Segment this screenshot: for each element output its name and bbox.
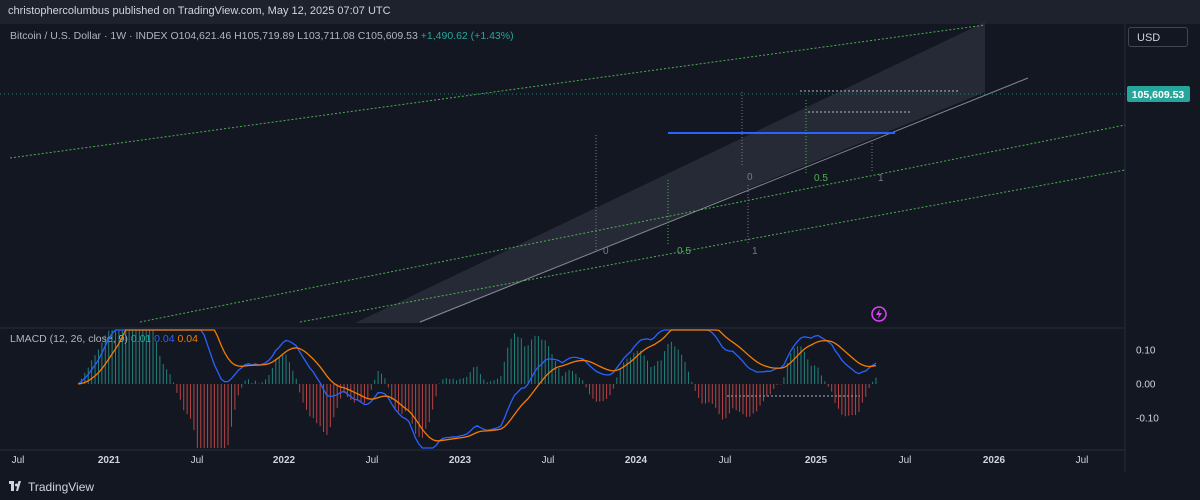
time-tick-label: Jul — [12, 455, 25, 466]
indicator-tick-label: 0.00 — [1136, 380, 1156, 391]
upper-trend-line[interactable] — [9, 24, 986, 159]
footer-bar: TradingView — [0, 472, 1200, 500]
alert-icon[interactable] — [871, 306, 887, 322]
price-change: +1,490.62 (+1.43%) — [420, 30, 514, 42]
indicator-title[interactable]: LMACD (12, 26, close, 9) — [10, 333, 128, 345]
ohlc-high: H105,719.89 — [234, 30, 295, 42]
time-tick-label: Jul — [366, 455, 379, 466]
macd-histogram[interactable] — [78, 330, 877, 448]
fib-label: 1 — [752, 246, 758, 257]
time-tick-label: 2021 — [98, 455, 121, 466]
time-tick-label: 2024 — [625, 455, 648, 466]
tradingview-logo-icon[interactable] — [9, 480, 21, 492]
middle-trend-line[interactable] — [139, 124, 1126, 323]
ohlc-open: O104,621.46 — [170, 30, 232, 42]
time-tick-label: 2026 — [983, 455, 1006, 466]
signal-line[interactable] — [77, 329, 877, 442]
time-tick-label: Jul — [1076, 455, 1089, 466]
indicator-tick-label: 0.10 — [1136, 346, 1156, 357]
fib-label: 0 — [747, 172, 753, 183]
publisher-text: christophercolumbus published on Trading… — [8, 5, 391, 17]
last-price-label: 105,609.53 — [1132, 89, 1185, 101]
lightning-icon — [876, 309, 882, 319]
time-tick-label: Jul — [191, 455, 204, 466]
indicator-signal-value: 0.04 — [177, 333, 198, 345]
symbol-legend: Bitcoin / U.S. Dollar · 1W · INDEX O104,… — [10, 30, 514, 42]
symbol-title[interactable]: Bitcoin / U.S. Dollar · 1W · INDEX — [10, 30, 168, 42]
currency-button[interactable]: USD — [1128, 27, 1188, 47]
indicator-axis[interactable]: 0.10 0.00 -0.10 — [1136, 346, 1159, 425]
last-price-tag — [1127, 86, 1190, 102]
publisher-bar: christophercolumbus published on Trading… — [0, 0, 1200, 24]
fib-label: 1 — [878, 173, 884, 184]
time-tick-label: Jul — [899, 455, 912, 466]
fib-label: 0 — [603, 246, 609, 257]
time-axis[interactable]: Jul 2021 Jul 2022 Jul 2023 Jul 2024 Jul 2025 Jul 20… — [12, 455, 1089, 466]
ascending-channel[interactable] — [355, 22, 985, 323]
time-tick-label: 2023 — [449, 455, 472, 466]
macd-line[interactable] — [77, 329, 877, 449]
ohlc-low: L103,711.08 — [297, 30, 355, 42]
time-tick-label: 2025 — [805, 455, 828, 466]
footer-brand: TradingView — [28, 480, 95, 494]
time-tick-label: Jul — [542, 455, 555, 466]
ohlc-close: C105,609.53 — [357, 30, 418, 42]
fib-label: 0.5 — [677, 246, 691, 257]
indicator-macd-value: 0.04 — [154, 333, 175, 345]
fib-label: 0.5 — [814, 173, 828, 184]
time-tick-label: Jul — [719, 455, 732, 466]
indicator-tick-label: -0.10 — [1136, 414, 1159, 425]
channel-support-line[interactable] — [419, 77, 1029, 323]
time-tick-label: 2022 — [273, 455, 296, 466]
